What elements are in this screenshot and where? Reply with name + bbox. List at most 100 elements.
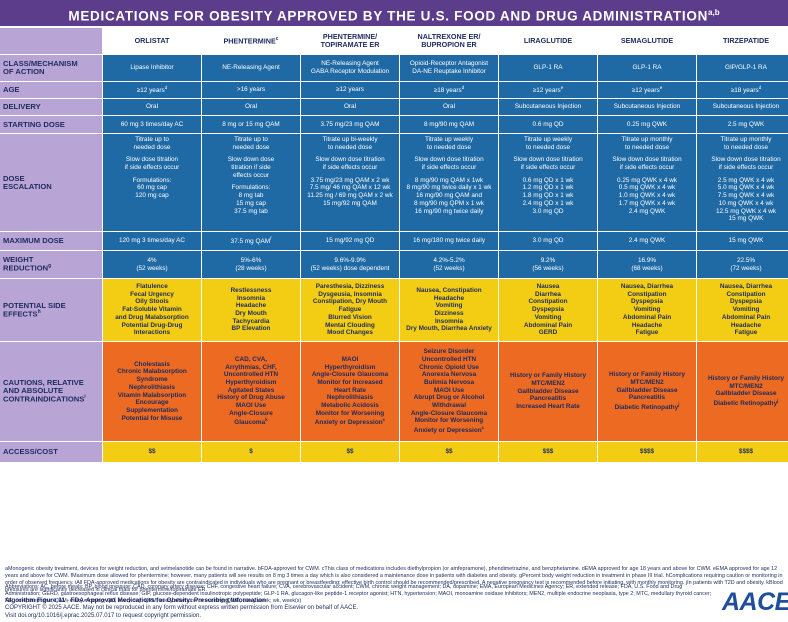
footnote-marker: j [777, 398, 779, 404]
footnote-marker: e [659, 85, 663, 91]
cell-line: DA-NE Reuptake Inhibitor [412, 68, 486, 75]
escalation-line: Titrate up to [234, 136, 268, 143]
column-header-line: SEMAGLUTIDE [620, 35, 674, 45]
cell-line: Glaucomak [234, 417, 268, 427]
table-cell: 15 mg/92 mg QD [301, 232, 399, 250]
cell-line: MTC/MEN2 [531, 379, 565, 387]
cell-line: ≥18 yearsd [730, 85, 762, 95]
escalation-line: 8 mg/90 mg QAM x 1wk [414, 176, 484, 184]
row-label-dose-escalation: DOSE ESCALATION [0, 134, 102, 231]
cell-line: Fatigue [338, 306, 362, 314]
table-cell: Titrate up weekly to needed dose Slow down… [400, 134, 498, 231]
table-cell: Titrate up monthly to needed dose Slow dow… [697, 134, 788, 231]
table-cell: Oral [301, 99, 399, 115]
cell-line: (52 weeks) dose dependent [310, 264, 390, 272]
cell-line: Dysgeusia, Insomnia [318, 290, 382, 298]
table-cell: GLP-1 RA [499, 55, 597, 81]
escalation-line: 37.5 mg tab [234, 207, 268, 215]
table-cell: Nausea, Diarrhea Constipation Dyspepsia Vom… [598, 279, 696, 341]
column-header-liraglutide: LIRAGLUTIDE [499, 28, 597, 54]
escalation-line: 0.6 mg QD x 1 wk [522, 176, 574, 184]
cell-line: (56 weeks) [532, 264, 564, 272]
cell-line: Syndrome [136, 376, 168, 384]
row-label-line: EFFECTSh [3, 308, 41, 319]
cell-line: 16 mg/180 mg twice daily [412, 237, 486, 245]
table-cell: History or Family History MTC/MEN2 Gallbla… [598, 342, 696, 441]
cell-line: $$$$ [738, 448, 754, 456]
table-cell: Seizure Disorder Uncontrolled HTN Chronic … [400, 342, 498, 441]
escalation-line: Slow down dose titration [414, 156, 484, 164]
column-header-phentermine: PHENTERMINEc [202, 28, 300, 54]
table-cell: ≥12 yearse [598, 82, 696, 98]
cell-line: Pancreatitis [628, 394, 666, 402]
cell-line: Heart Rate [334, 386, 366, 394]
cell-line: Withdrawal [431, 401, 467, 409]
cell-line: Flatulence [136, 283, 168, 291]
cell-line: Supplementation [126, 406, 178, 414]
escalation-line: 2.4 mg QWK [628, 207, 666, 215]
cell-line: Abdominal Pain [721, 313, 771, 321]
cell-line: 9.6%-9.9% [334, 256, 366, 264]
row-label-line: MAXIMUM DOSE [3, 236, 64, 246]
table-cell: 5%-6% (28 weeks) [202, 251, 300, 278]
table-cell: GLP-1 RA [598, 55, 696, 81]
cell-line: and Drug Malabsorption [115, 313, 189, 321]
cell-line: (72 weeks) [730, 264, 762, 272]
row-label-line: DOSE [3, 173, 25, 183]
cell-line: 4.2%-5.2% [433, 256, 465, 264]
escalation-line: to needed dose [525, 143, 571, 151]
table-cell: 15 mg QWK [697, 232, 788, 250]
cell-line: History or Family History [510, 372, 586, 380]
cell-line: Nausea, Diarrhea [620, 283, 674, 291]
table-cell: Titrate up bi-weekly to needed dose Slow d… [301, 134, 399, 231]
column-header-line: PHENTERMINEc [223, 35, 279, 46]
cell-line: Nausea, Constipation [416, 286, 482, 294]
cell-line: Fecal Urgency [130, 290, 174, 298]
row-label-line: DELIVERY [3, 102, 41, 112]
table-cell: Lipase Inhibitor [103, 55, 201, 81]
table-cell: Titrate up weekly to needed dose Slow down… [499, 134, 597, 231]
row-label-delivery: DELIVERY [0, 99, 102, 115]
escalation-line: 5.0 mg QWK x 4 wk [717, 184, 775, 192]
escalation-line: Titrate up bi-weekly [322, 136, 378, 143]
escalation-line: if side effects occur [520, 164, 576, 172]
cell-line: Headache [433, 294, 465, 302]
cell-line: Vitamin Malabsorption [117, 391, 187, 399]
row-label-line: CAUTIONS, RELATIVE [3, 378, 84, 388]
cell-line: (52 weeks) [433, 264, 465, 272]
column-header-naltrexone-er-bupropion-er: NALTREXONE ER/BUPROPION ER [400, 28, 498, 54]
escalation-line: 7.5 mg QWK x 4 wk [717, 192, 775, 200]
table-cell: $$ [103, 442, 201, 462]
cell-line: $$ [148, 448, 156, 456]
footnote-marker: g [48, 263, 52, 270]
cell-line: 120 mg 3 times/day AC [118, 237, 186, 245]
escalation-line: 8 mg/90 mg twice daily x 1 wk [406, 184, 492, 192]
footnote-marker: h [37, 308, 41, 315]
cell-line: 16.9% [637, 256, 657, 264]
cell-line: Nausea, Diarrhea [719, 283, 773, 291]
cell-line: Mental Clouding [325, 321, 375, 329]
footnotes: aMonogenic obesity treatment, devices fo… [5, 566, 783, 593]
cell-line: (52 weeks) [136, 264, 168, 272]
column-header-phentermine-topiramate-er: PHENTERMINE/TOPIRAMATE ER [301, 28, 399, 54]
escalation-line: 60 mg cap [137, 184, 167, 192]
table-cell: $ [202, 442, 300, 462]
cell-line: $$$ [542, 448, 554, 456]
cell-line: 3.75 mg/23 mg QAM [320, 120, 380, 128]
row-label-access-cost: ACCESS/COST [0, 442, 102, 462]
cell-line: History or Family History [708, 375, 784, 383]
table-cell: 37.5 mg QAMf [202, 232, 300, 250]
page-title: MEDICATIONS FOR OBESITY APPROVED BY THE … [0, 0, 788, 26]
cell-line: NE-Releasing Agent [222, 64, 280, 72]
cell-line: Paresthesia, Dizziness [315, 283, 385, 291]
cell-line: Mood Changes [327, 329, 373, 337]
cell-line: Angle-Closure Glaucoma [410, 409, 488, 417]
table-cell: Titrate up monthly to needed dose Slow dow… [598, 134, 696, 231]
cell-line: ≥12 yearse [532, 85, 564, 95]
escalation-line: Formulations: [231, 184, 271, 192]
cell-line: Vomiting [633, 306, 661, 314]
table-cell: 2.4 mg QWK [598, 232, 696, 250]
escalation-line: if side effects occur [322, 164, 378, 172]
cell-line: Potential Drug-Drug [121, 321, 183, 329]
escalation-line: 1.8 mg QD x 1 wk [522, 192, 574, 200]
